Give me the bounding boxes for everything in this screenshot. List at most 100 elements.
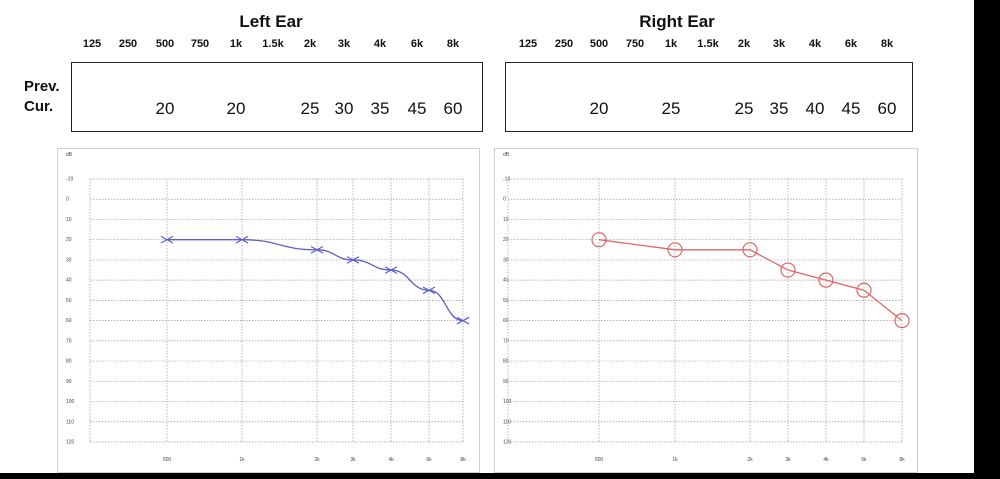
right-x-tick-label: 1k (672, 457, 678, 463)
right-x-tick-label: 4k (823, 457, 829, 463)
left-current-value: 35 (370, 99, 390, 118)
page-edge-strip (932, 0, 974, 473)
right-o-marker (780, 262, 796, 278)
right-freq-label: 3k (772, 38, 786, 50)
right-o-marker (591, 232, 607, 248)
left-audiogram-chart: dB -10 0 10 20 30 40 50 60 70 80 90 100 110 120 500 1k 2k… (66, 152, 470, 463)
right-ear-title: Right Ear (639, 12, 715, 31)
right-y-unit-label: dB (503, 152, 510, 158)
left-x-marker (422, 286, 436, 295)
right-y-tick-label: 50 (503, 298, 509, 304)
right-current-value: 60 (877, 99, 897, 118)
right-y-tick-label: 40 (503, 278, 509, 284)
right-y-tick-label: 60 (503, 318, 509, 324)
right-o-marker (894, 313, 910, 329)
left-y-tick-label: 0 (66, 197, 69, 203)
right-y-tick-label: 30 (503, 257, 509, 263)
right-freq-label: 6k (844, 38, 858, 50)
right-freq-label: 125 (518, 38, 538, 50)
right-audiogram-frame: dB -10 0 10 20 30 40 50 60 70 80 90 100 110 120 500 1k 2k… (494, 148, 918, 473)
left-x-tick-label: 1k (239, 457, 245, 463)
left-audiogram-frame: dB -10 0 10 20 30 40 50 60 70 80 90 100 110 120 500 1k 2k… (57, 148, 480, 473)
left-x-tick-label: 500 (163, 457, 172, 463)
left-freq-label: 125 (82, 38, 102, 50)
right-o-marker (742, 242, 758, 258)
right-x-tick-label: 6k (861, 457, 867, 463)
right-current-value: 20 (589, 99, 609, 118)
right-freq-label: 2k (737, 38, 751, 50)
left-x-tick-label: 6k (426, 457, 432, 463)
left-y-tick-label: 80 (66, 359, 72, 365)
left-freq-label: 8k (446, 38, 460, 50)
left-freq-label: 6k (410, 38, 424, 50)
right-current-value: 25 (661, 99, 681, 118)
left-y-tick-label: 70 (66, 338, 72, 344)
right-y-tick-label: 90 (503, 379, 509, 385)
right-freq-label: 4k (808, 38, 822, 50)
left-freq-label: 4k (373, 38, 387, 50)
right-freq-label: 1.5k (697, 38, 719, 50)
left-y-tick-label: 10 (66, 217, 72, 223)
right-freq-label: 8k (880, 38, 894, 50)
right-y-tick-label: 70 (503, 338, 509, 344)
right-current-value: 25 (734, 99, 754, 118)
left-freq-label: 1k (229, 38, 243, 50)
left-y-tick-label: 40 (66, 278, 72, 284)
right-current-value: 35 (769, 99, 789, 118)
left-x-tick-label: 2k (314, 457, 320, 463)
left-current-value: 45 (407, 99, 427, 118)
left-x-marker (346, 256, 360, 264)
right-y-tick-label: -10 (503, 177, 510, 183)
left-ear-title: Left Ear (239, 12, 303, 31)
right-y-tick-label: 120 (503, 440, 512, 446)
right-x-tick-label: 500 (595, 457, 604, 463)
right-freq-label: 750 (625, 38, 645, 50)
right-threshold-box (505, 62, 913, 132)
right-y-tick-label: 80 (503, 359, 509, 365)
right-y-tick-label: 10 (503, 217, 509, 223)
left-y-tick-label: 50 (66, 298, 72, 304)
left-freq-label: 3k (337, 38, 351, 50)
left-current-value: 60 (443, 99, 463, 118)
right-audiogram-chart: dB -10 0 10 20 30 40 50 60 70 80 90 100 110 120 500 1k 2k… (503, 152, 910, 463)
cur-row-label: Cur. (24, 98, 54, 115)
left-freq-label: 500 (155, 38, 175, 50)
prev-row-label: Prev. (24, 78, 60, 95)
right-current-value: 40 (805, 99, 825, 118)
right-current-value: 45 (841, 99, 861, 118)
left-current-value: 25 (300, 99, 320, 118)
left-threshold-box (71, 62, 483, 132)
left-current-value: 20 (226, 99, 246, 118)
right-o-marker (818, 272, 834, 288)
right-o-marker (667, 242, 683, 258)
left-y-tick-label: 30 (66, 257, 72, 263)
right-y-tick-label: 110 (503, 419, 511, 425)
left-y-tick-label: 60 (66, 318, 72, 324)
left-x-tick-label: 8k (460, 457, 466, 463)
left-x-marker (235, 235, 249, 244)
left-freq-label: 1.5k (262, 38, 284, 50)
right-x-tick-label: 3k (785, 457, 791, 463)
right-y-tick-label: 20 (503, 237, 509, 243)
left-x-tick-label: 4k (388, 457, 394, 463)
right-x-tick-label: 2k (747, 457, 753, 463)
left-x-tick-label: 3k (350, 457, 356, 463)
right-o-marker (856, 282, 872, 298)
right-x-tick-label: 8k (899, 457, 905, 463)
left-x-marker (384, 266, 398, 274)
right-threshold-line (598, 239, 903, 322)
left-y-tick-label: 100 (66, 399, 75, 405)
right-freq-label: 250 (554, 38, 574, 50)
right-freq-label: 500 (589, 38, 609, 50)
left-freq-label: 250 (118, 38, 138, 50)
left-y-tick-label: 110 (66, 419, 74, 425)
left-y-tick-label: 120 (66, 440, 75, 446)
left-x-marker (310, 245, 324, 254)
left-y-tick-label: -10 (66, 177, 73, 183)
right-y-tick-label: 0 (503, 197, 506, 203)
right-y-tick-label: 100 (503, 399, 512, 405)
left-freq-label: 750 (190, 38, 210, 50)
right-freq-label: 1k (664, 38, 678, 50)
left-y-unit-label: dB (66, 152, 73, 158)
audiogram-sheet: Left Ear 125 250 500 750 1k 1.5k 2k 3k 4k 6k 8k Pr… (0, 0, 932, 473)
